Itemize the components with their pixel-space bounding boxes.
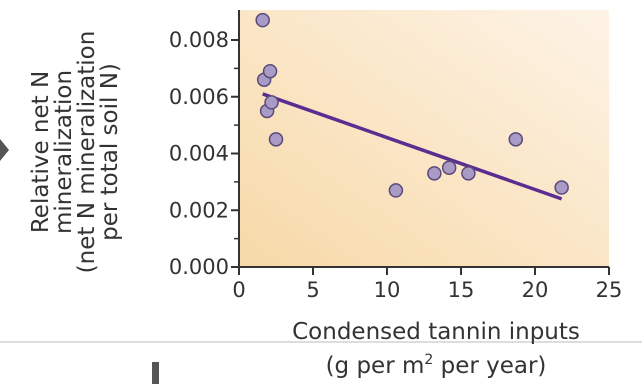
- data-point: [461, 166, 476, 181]
- x-axis-title-line-2: (g per m2 per year): [326, 352, 547, 379]
- cropped-arrow-fragment: [0, 139, 9, 161]
- y-axis: [231, 10, 240, 268]
- data-point: [388, 183, 404, 198]
- x-axis-title-part-b: per year): [433, 353, 546, 379]
- x-axis-title-line-1: Condensed tannin inputs: [292, 319, 580, 345]
- data-point: [427, 166, 442, 181]
- data-point: [255, 12, 270, 28]
- x-axis-title-superscript: 2: [424, 352, 433, 368]
- x-tick-label: 10: [374, 278, 401, 302]
- y-axis-title-line-4: per total soil N): [97, 63, 123, 241]
- x-tick-label: 5: [306, 278, 319, 302]
- y-axis-title: Relative net N mineralization (net N min…: [28, 31, 123, 274]
- x-axis-title-part-a: (g per m: [326, 353, 425, 379]
- plot-area: [239, 10, 609, 267]
- data-point: [508, 132, 524, 147]
- y-tick-label: 0.008: [169, 28, 229, 52]
- y-tick-labels: 0.000 0.002 0.004 0.006 0.008: [169, 28, 229, 279]
- x-tick-label: 25: [596, 278, 623, 302]
- y-axis-title-line-1: Relative net N: [28, 71, 54, 233]
- cropped-bar-fragment: [152, 362, 159, 384]
- y-tick-label: 0.004: [169, 142, 229, 166]
- y-tick-label: 0.006: [169, 85, 229, 109]
- x-tick-labels: 0 5 10 15 20 25: [232, 278, 622, 302]
- x-tick-label: 15: [448, 278, 475, 302]
- data-point: [264, 95, 279, 110]
- y-tick-label: 0.002: [169, 198, 229, 222]
- data-point: [554, 180, 569, 195]
- x-tick-label: 0: [232, 278, 245, 302]
- y-axis-title-line-2: mineralization: [51, 70, 77, 234]
- data-point: [268, 132, 284, 147]
- x-axis: [238, 266, 610, 275]
- y-axis-title-line-3: (net N mineralization: [74, 31, 100, 274]
- x-tick-label: 20: [522, 278, 549, 302]
- data-points: [255, 12, 569, 198]
- y-tick-label: 0.000: [169, 255, 229, 279]
- data-point: [441, 160, 457, 175]
- regression-line: [262, 92, 563, 201]
- data-point: [262, 63, 278, 79]
